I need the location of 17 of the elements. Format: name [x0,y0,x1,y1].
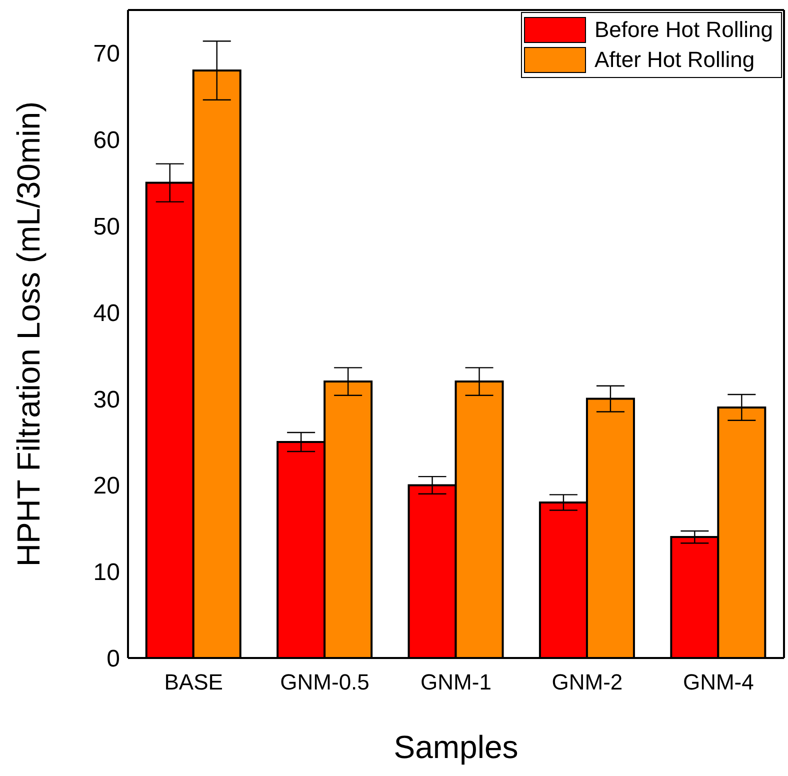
legend-label: After Hot Rolling [594,47,755,73]
y-tick-label: 70 [93,40,120,68]
x-tick-label: GNM-4 [682,670,754,695]
y-tick-label: 30 [93,386,120,414]
x-tick-label: GNM-0.5 [280,670,370,695]
x-tick-label: GNM-2 [552,670,623,695]
y-tick-label: 0 [106,646,120,673]
y-tick-label: 40 [93,300,120,327]
y-axis-title: HPHT Filtration Loss (mL/30min) [10,101,46,567]
x-axis-title: Samples [394,729,518,765]
legend-label: Before Hot Rolling [594,17,773,43]
y-tick-label: 60 [93,127,120,154]
y-tick-label: 10 [93,559,120,586]
y-tick-label: 20 [93,472,120,500]
x-tick-label: GNM-1 [420,670,492,695]
y-tick-label: 50 [93,214,120,241]
x-tick-label: BASE [164,670,223,695]
